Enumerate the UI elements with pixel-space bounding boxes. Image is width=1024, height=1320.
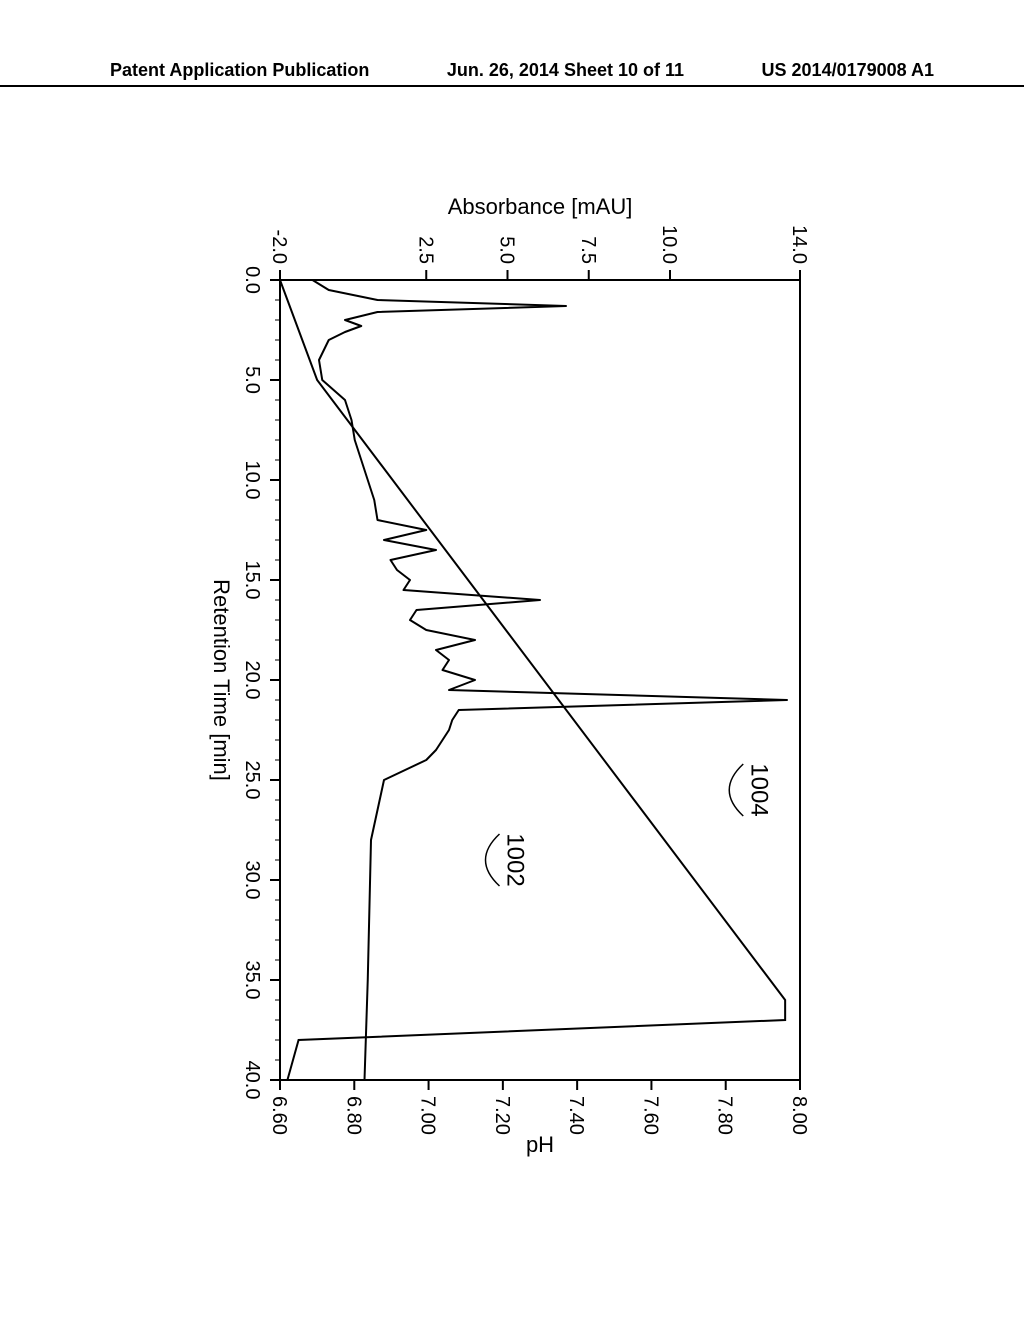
- chromatogram-chart: 0.0 5.0 10.0 15.0 20.0 25.0 30.0 35.0 40.0 -2.0 2.…: [200, 190, 820, 1170]
- figure-container: Figure 10 0.05.010.015.020.025.030.035.0…: [0, 310, 1024, 1050]
- svg-text:pH: pH: [526, 1132, 554, 1157]
- svg-text:7.40: 7.40: [565, 1096, 587, 1135]
- header-center: Jun. 26, 2014 Sheet 10 of 11: [447, 60, 684, 81]
- svg-text:5.0: 5.0: [241, 366, 263, 394]
- svg-text:7.80: 7.80: [714, 1096, 736, 1135]
- svg-text:0.0: 0.0: [241, 266, 263, 294]
- svg-text:6.80: 6.80: [342, 1096, 364, 1135]
- header-row: Patent Application Publication Jun. 26, …: [0, 60, 1024, 81]
- svg-text:25.0: 25.0: [241, 761, 263, 800]
- svg-text:40.0: 40.0: [241, 1061, 263, 1100]
- page: Patent Application Publication Jun. 26, …: [0, 0, 1024, 1320]
- svg-text:-2.0: -2.0: [268, 230, 290, 264]
- svg-text:8.00: 8.00: [788, 1096, 810, 1135]
- svg-text:6.60: 6.60: [268, 1096, 290, 1135]
- svg-text:5.0: 5.0: [496, 236, 518, 264]
- svg-text:Retention Time [min]: Retention Time [min]: [209, 579, 234, 781]
- svg-text:7.60: 7.60: [639, 1096, 661, 1135]
- svg-text:Absorbance [mAU]: Absorbance [mAU]: [448, 194, 633, 219]
- svg-text:7.20: 7.20: [491, 1096, 513, 1135]
- svg-text:10.0: 10.0: [241, 461, 263, 500]
- svg-text:1004: 1004: [745, 763, 772, 816]
- svg-text:10.0: 10.0: [658, 225, 680, 264]
- svg-text:7.5: 7.5: [577, 236, 599, 264]
- header-left: Patent Application Publication: [110, 60, 369, 81]
- svg-text:2.5: 2.5: [414, 236, 436, 264]
- header-right: US 2014/0179008 A1: [762, 60, 934, 81]
- svg-text:20.0: 20.0: [241, 661, 263, 700]
- svg-text:35.0: 35.0: [241, 961, 263, 1000]
- svg-text:1002: 1002: [502, 833, 529, 886]
- svg-text:14.0: 14.0: [788, 225, 810, 264]
- page-header: Patent Application Publication Jun. 26, …: [0, 60, 1024, 87]
- svg-text:30.0: 30.0: [241, 861, 263, 900]
- svg-text:7.00: 7.00: [417, 1096, 439, 1135]
- svg-text:15.0: 15.0: [241, 561, 263, 600]
- chart-wrapper: 0.0 5.0 10.0 15.0 20.0 25.0 30.0 35.0 40.0 -2.0 2.…: [200, 190, 820, 1170]
